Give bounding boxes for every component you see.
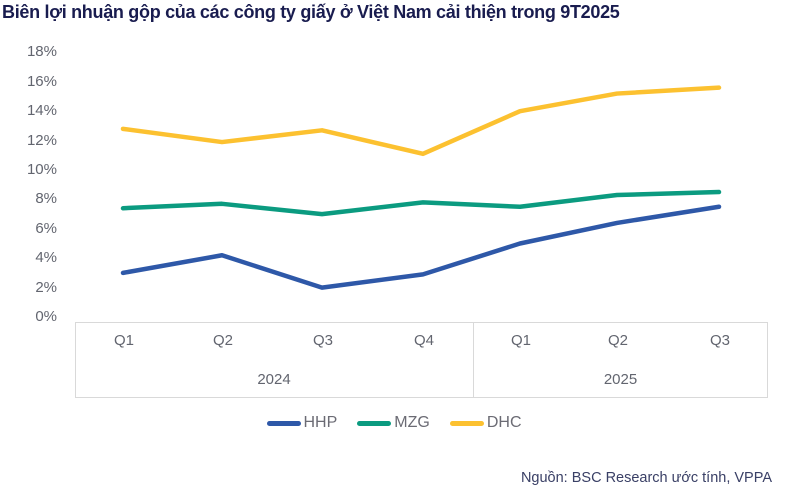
x-axis-year-label: 2025 (603, 371, 638, 388)
legend-item-mzg: MZG (357, 414, 430, 432)
x-axis: Q1 Q2 Q3 Q4 Q1 Q2 Q3 2024 2025 (75, 322, 768, 398)
x-axis-quarter-label: Q1 (510, 332, 532, 349)
chart-title: Biên lợi nhuận gộp của các công ty giấy … (2, 2, 620, 22)
y-axis-tick-label: 12% (26, 131, 57, 149)
x-axis-quarter-label: Q3 (312, 332, 334, 349)
source-note: Nguồn: BSC Research ước tính, VPPA (520, 470, 772, 486)
legend-item-dhc: DHC (449, 414, 522, 432)
y-axis-tick-label: 6% (35, 219, 57, 237)
series-line-hhp (120, 204, 722, 290)
x-axis-quarter-label: Q1 (113, 332, 135, 349)
x-axis-quarter-label: Q3 (709, 332, 731, 349)
y-axis-tick-label: 16% (26, 72, 57, 90)
legend-label-mzg: MZG (394, 414, 430, 431)
legend-line-swatch-mzg (357, 420, 392, 426)
series-line-mzg (120, 189, 722, 217)
series-line-dhc (120, 85, 722, 157)
x-axis-quarter-label: Q2 (607, 332, 629, 349)
legend: HHP MZG DHC (0, 414, 788, 432)
legend-item-hhp: HHP (266, 414, 338, 432)
y-axis-tick-label: 4% (35, 249, 57, 267)
y-axis-tick-label: 8% (35, 190, 57, 208)
legend-line-swatch-dhc (449, 420, 484, 426)
legend-label-hhp: HHP (303, 414, 338, 431)
legend-line-swatch-hhp (266, 420, 301, 426)
x-axis-quarter-label: Q4 (413, 332, 435, 349)
y-axis-tick-label: 10% (26, 161, 57, 178)
y-axis-tick-label: 18% (26, 43, 57, 61)
y-axis-tick-label: 2% (35, 278, 57, 296)
y-axis-tick-label: 14% (26, 102, 57, 120)
x-axis-group-divider (472, 323, 474, 397)
legend-label-dhc: DHC (486, 414, 522, 431)
y-axis-tick-label: 0% (35, 308, 57, 325)
x-axis-year-label: 2024 (257, 371, 291, 388)
x-axis-quarter-label: Q2 (212, 332, 234, 349)
